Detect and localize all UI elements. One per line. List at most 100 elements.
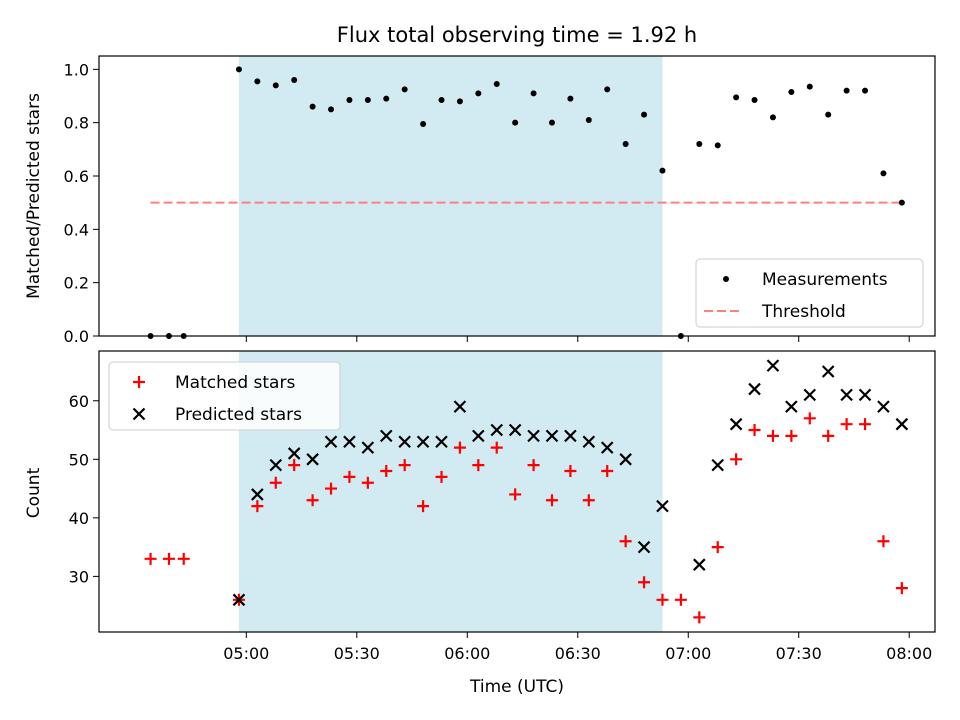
point-0-0-20 xyxy=(548,119,555,126)
point-1-0-9 xyxy=(343,470,356,483)
point-1-1-6 xyxy=(343,435,356,449)
point-1-1-34 xyxy=(877,400,890,413)
point-0-0-8 xyxy=(328,106,335,113)
point-1-1-4 xyxy=(306,453,319,466)
point-1-1-33 xyxy=(858,388,872,402)
point-0-0-35 xyxy=(825,111,832,118)
point-0-0-25 xyxy=(641,111,648,118)
point-1-0-35 xyxy=(822,429,835,442)
point-0-0-31 xyxy=(751,97,758,103)
point-1-0-14 xyxy=(435,470,448,483)
point-0-0-7 xyxy=(309,103,316,110)
point-0-0-4 xyxy=(254,78,261,85)
x-axis-label: Time (UTC) xyxy=(469,677,564,697)
point-1-0-0 xyxy=(144,552,157,565)
point-0-0-21 xyxy=(567,95,574,102)
y-tick-label-1-0: 30 xyxy=(69,567,89,586)
point-1-1-1 xyxy=(251,488,264,501)
legend-box-0 xyxy=(695,258,924,328)
point-1-0-31 xyxy=(748,424,761,437)
point-1-1-31 xyxy=(821,365,835,378)
point-1-0-25 xyxy=(638,576,651,589)
legend-marker-1-0 xyxy=(133,376,145,388)
legend-marker-0-0 xyxy=(723,276,729,282)
point-0-0-6 xyxy=(291,77,298,83)
point-1-1-12 xyxy=(453,400,467,413)
point-1-0-37 xyxy=(859,418,872,431)
y-tick-label-0-1: 0.2 xyxy=(64,274,89,293)
legend-label-0-1: Threshold xyxy=(761,302,846,322)
x-tick-label-0: 05:00 xyxy=(223,644,269,663)
x-tick-label-5: 07:30 xyxy=(776,644,822,663)
point-1-0-38 xyxy=(877,535,890,548)
point-0-0-13 xyxy=(420,121,427,127)
point-0-0-15 xyxy=(456,98,463,105)
point-1-0-26 xyxy=(656,593,669,606)
legend-marker-1-1 xyxy=(132,407,146,421)
point-1-0-15 xyxy=(453,441,466,454)
y-tick-label-1-1: 40 xyxy=(69,509,89,528)
observing-window-0 xyxy=(238,56,663,336)
top-y-axis-label: Matched/Predicted stars xyxy=(24,93,44,299)
point-1-0-10 xyxy=(361,476,374,489)
point-1-1-13 xyxy=(472,429,485,443)
point-1-1-10 xyxy=(416,435,430,449)
point-1-0-2 xyxy=(177,552,190,565)
point-0-0-39 xyxy=(898,199,905,206)
point-1-0-7 xyxy=(306,494,319,507)
point-1-1-30 xyxy=(803,388,817,402)
point-0-0-26 xyxy=(659,167,666,174)
point-1-1-8 xyxy=(379,429,393,443)
point-1-1-5 xyxy=(324,435,338,449)
point-0-0-17 xyxy=(493,81,500,87)
point-1-0-17 xyxy=(490,441,503,454)
y-tick-label-0-3: 0.6 xyxy=(64,167,89,186)
y-tick-label-1-2: 50 xyxy=(69,450,89,469)
point-1-0-11 xyxy=(380,465,393,478)
point-0-0-29 xyxy=(714,142,721,149)
point-1-1-14 xyxy=(490,423,504,437)
x-tick-label-3: 06:30 xyxy=(555,644,601,663)
point-1-0-4 xyxy=(251,500,264,513)
point-1-0-5 xyxy=(269,476,282,489)
point-1-1-21 xyxy=(619,453,632,466)
y-tick-label-0-0: 0.0 xyxy=(64,327,89,346)
point-1-1-35 xyxy=(895,417,909,431)
point-1-1-18 xyxy=(564,429,577,443)
x-tick-label-2: 06:00 xyxy=(444,644,490,663)
point-1-1-22 xyxy=(637,540,651,554)
point-0-0-22 xyxy=(585,117,592,123)
point-0-0-33 xyxy=(788,89,795,95)
point-1-0-1 xyxy=(162,552,175,565)
point-1-0-19 xyxy=(527,459,540,472)
y-tick-label-1-3: 60 xyxy=(69,392,89,411)
point-1-0-18 xyxy=(509,488,522,501)
point-0-0-3 xyxy=(235,66,242,73)
point-1-1-27 xyxy=(748,382,761,396)
point-1-1-24 xyxy=(693,558,706,571)
x-tick-label-6: 08:00 xyxy=(886,644,932,663)
point-1-0-34 xyxy=(803,412,816,425)
point-1-0-23 xyxy=(601,465,614,478)
point-1-1-20 xyxy=(600,441,614,454)
point-1-0-28 xyxy=(693,611,706,624)
plot-frame-1 xyxy=(98,350,936,633)
y-tick-label-0-2: 0.4 xyxy=(64,220,89,239)
x-tick-label-1: 05:30 xyxy=(334,644,380,663)
point-0-0-37 xyxy=(862,87,869,94)
point-0-0-10 xyxy=(364,97,371,103)
point-1-1-25 xyxy=(711,458,724,472)
point-1-1-29 xyxy=(785,400,798,413)
point-1-0-39 xyxy=(895,582,908,595)
x-tick-label-4: 07:00 xyxy=(665,644,711,663)
point-1-1-2 xyxy=(269,458,283,472)
point-1-1-7 xyxy=(361,441,375,454)
point-1-1-15 xyxy=(508,423,522,437)
legend-box-1 xyxy=(108,361,341,431)
point-1-0-20 xyxy=(545,494,558,507)
point-0-0-18 xyxy=(512,119,519,126)
point-1-0-22 xyxy=(582,494,595,507)
point-1-0-21 xyxy=(564,465,577,478)
point-0-0-14 xyxy=(438,97,445,103)
